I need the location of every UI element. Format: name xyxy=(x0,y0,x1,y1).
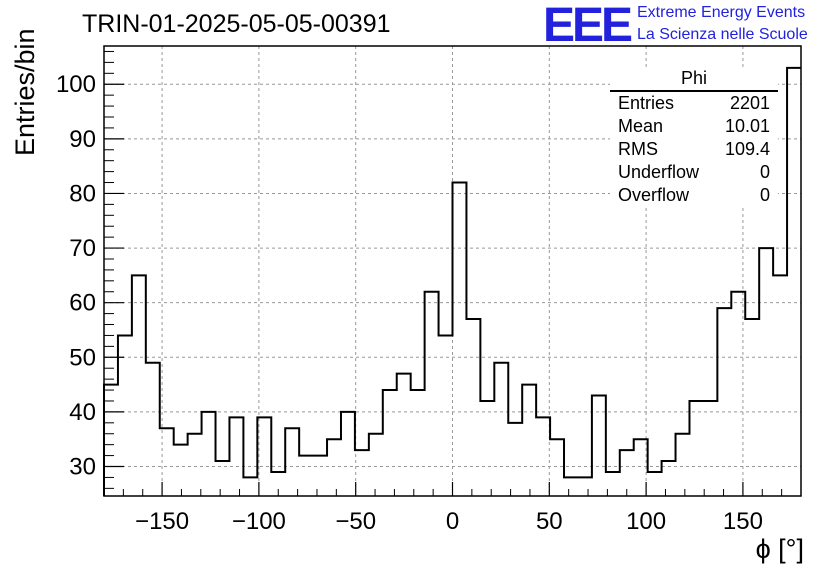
histogram-bin xyxy=(327,439,341,496)
stats-row-mean: Mean 10.01 xyxy=(610,115,778,138)
histogram-bin xyxy=(787,68,801,496)
histogram-bin xyxy=(188,434,202,496)
histogram-bin xyxy=(759,248,773,496)
stats-label: Mean xyxy=(618,116,664,136)
stats-row-entries: Entries 2201 xyxy=(610,92,778,115)
histogram-bin xyxy=(216,461,230,496)
histogram-bin xyxy=(508,423,522,496)
histogram-bin xyxy=(453,183,467,496)
histogram-bin xyxy=(578,477,592,496)
logo-line-1: Extreme Energy Events xyxy=(637,4,806,21)
x-tick-label: −100 xyxy=(232,508,286,535)
stats-value: 2201 xyxy=(729,93,770,113)
x-tick-label: −150 xyxy=(135,508,189,535)
histogram-bin xyxy=(717,308,731,496)
histogram-bin xyxy=(341,412,355,496)
histogram-bin xyxy=(229,417,243,496)
histogram-bin xyxy=(689,401,703,496)
y-tick-label: 100 xyxy=(56,71,96,98)
histogram-bin xyxy=(676,434,690,496)
stats-label: Overflow xyxy=(618,185,690,205)
histogram-bin xyxy=(397,374,411,496)
histogram-bin xyxy=(648,472,662,496)
histogram-bin xyxy=(773,275,787,496)
y-tick-label: 70 xyxy=(69,235,96,262)
stats-title: Phi xyxy=(610,68,778,92)
histogram-bars xyxy=(103,66,801,496)
y-tick-label: 90 xyxy=(69,126,96,153)
y-axis-label: Entries/bin xyxy=(10,28,40,156)
histogram-bin xyxy=(118,335,132,496)
histogram-bin xyxy=(355,450,369,496)
histogram-bin xyxy=(299,456,313,496)
stats-box: Phi Entries 2201 Mean 10.01 RMS 109.4 Un… xyxy=(610,68,778,207)
histogram-bin xyxy=(174,445,188,496)
axes: −150 −100 −50 0 50 100 150 30 40 50 60 70 80 90 100 xyxy=(56,45,802,535)
stats-label: Entries xyxy=(618,93,675,113)
histogram-bin xyxy=(425,292,439,496)
histogram-bin xyxy=(592,396,606,496)
stats-label: RMS xyxy=(618,139,658,159)
histogram-bin xyxy=(285,428,299,496)
histogram-bin xyxy=(745,319,759,496)
x-axis-label: ϕ [°] xyxy=(755,534,804,564)
stats-row-underflow: Underflow 0 xyxy=(610,161,778,184)
histogram-outline xyxy=(103,66,801,496)
y-tick-label: 60 xyxy=(69,290,96,317)
histogram-bin xyxy=(146,363,160,496)
y-tick-label: 30 xyxy=(69,454,96,481)
histogram-bin xyxy=(494,363,508,496)
stats-value: 0 xyxy=(759,185,770,205)
stats-row-rms: RMS 109.4 xyxy=(610,138,778,161)
stats-value: 0 xyxy=(759,162,770,182)
histogram-bin xyxy=(550,439,564,496)
stats-label: Underflow xyxy=(618,162,700,182)
histogram-bin xyxy=(536,417,550,496)
histogram-bin xyxy=(703,401,717,496)
stats-value: 10.01 xyxy=(724,116,770,136)
run-title: TRIN-01-2025-05-05-00391 xyxy=(82,10,391,38)
histogram-bin xyxy=(369,434,383,496)
x-tick-label: 150 xyxy=(723,508,763,535)
histogram-bin xyxy=(202,412,216,496)
y-tick-label: 50 xyxy=(69,344,96,371)
histogram-bin xyxy=(564,477,578,496)
histogram-bin xyxy=(411,390,425,496)
x-tick-label: −50 xyxy=(335,508,376,535)
eee-logo: EEE xyxy=(543,0,633,52)
histogram-bin xyxy=(383,390,397,496)
y-tick-label: 80 xyxy=(69,180,96,207)
histogram-bin xyxy=(243,477,257,496)
histogram-bin xyxy=(522,385,536,496)
histogram-bin xyxy=(313,456,327,496)
y-tick-label: 40 xyxy=(69,399,96,426)
stats-value: 109.4 xyxy=(724,139,770,159)
x-tick-label: 100 xyxy=(626,508,666,535)
histogram-bin xyxy=(132,275,146,496)
histogram-bin xyxy=(439,335,453,496)
histogram-bin xyxy=(466,319,480,496)
logo-line-2: La Scienza nelle Scuole xyxy=(637,26,808,43)
histogram-bin xyxy=(480,401,494,496)
histogram-bin xyxy=(606,472,620,496)
x-tick-label: 50 xyxy=(536,508,563,535)
x-tick-label: 0 xyxy=(446,508,459,535)
stats-row-overflow: Overflow 0 xyxy=(610,184,778,207)
